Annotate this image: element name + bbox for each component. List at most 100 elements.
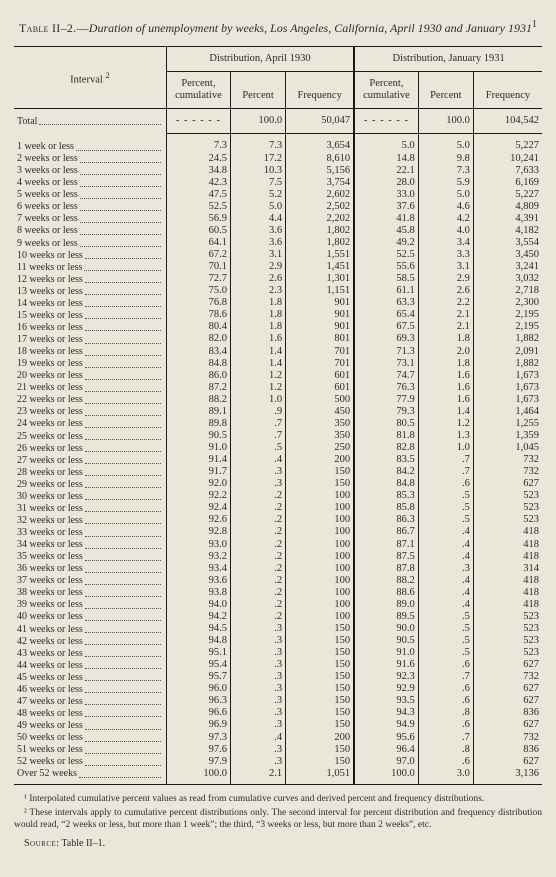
cell: 2.1: [418, 309, 473, 321]
cell: 5.2: [230, 189, 285, 201]
cell: 627: [473, 756, 542, 768]
cell: 65.4: [354, 309, 418, 321]
table-row: 25 weeks or less90.5.735081.81.31,359: [14, 430, 542, 442]
cell: 5.9: [418, 177, 473, 189]
cell: 601: [286, 370, 354, 382]
cell: 1,673: [473, 382, 542, 394]
cell: 1,802: [286, 237, 354, 249]
row-label: 11 weeks or less: [14, 261, 166, 273]
table-row: 46 weeks or less96.0.315092.9.6627: [14, 683, 542, 695]
cell: 41.8: [354, 213, 418, 225]
row-label: 29 weeks or less: [14, 478, 166, 490]
cell: 2,502: [286, 201, 354, 213]
cell: .3: [230, 671, 285, 683]
cell: 1.0: [230, 394, 285, 406]
table-row: 44 weeks or less95.4.315091.6.6627: [14, 659, 542, 671]
cell: 3,554: [473, 237, 542, 249]
cell: 100.0: [166, 768, 230, 785]
cell: 3.6: [230, 237, 285, 249]
footnotes: ¹ Interpolated cumulative percent values…: [14, 793, 542, 832]
table-row: 29 weeks or less92.0.315084.8.6627: [14, 478, 542, 490]
cell: 1.8: [230, 297, 285, 309]
row-label: 8 weeks or less: [14, 225, 166, 237]
row-label: 18 weeks or less: [14, 346, 166, 358]
cell: .2: [230, 490, 285, 502]
row-label: 12 weeks or less: [14, 273, 166, 285]
cell: 627: [473, 478, 542, 490]
cell: 100: [286, 563, 354, 575]
row-label: 24 weeks or less: [14, 418, 166, 430]
cell: 100: [286, 551, 354, 563]
col-a-freq: Frequency: [286, 72, 354, 109]
cell: 1,802: [286, 225, 354, 237]
cell: 1.0: [418, 442, 473, 454]
cell: 2.6: [418, 285, 473, 297]
cell: 86.7: [354, 526, 418, 538]
row-label: 30 weeks or less: [14, 490, 166, 502]
cell: 91.0: [354, 647, 418, 659]
cell: 47.5: [166, 189, 230, 201]
table-row: 22 weeks or less88.21.050077.91.61,673: [14, 394, 542, 406]
cell: 2,195: [473, 309, 542, 321]
cell: 1,051: [286, 768, 354, 785]
cell: 418: [473, 587, 542, 599]
col-a-pct: Percent: [230, 72, 285, 109]
cell: 91.7: [166, 466, 230, 478]
cell: 95.4: [166, 659, 230, 671]
cell: 200: [286, 732, 354, 744]
cell: 100: [286, 599, 354, 611]
cell: 92.9: [354, 683, 418, 695]
cell: .5: [230, 442, 285, 454]
cell: 1.6: [418, 370, 473, 382]
table-row: 17 weeks or less82.01.680169.31.81,882: [14, 333, 542, 345]
cell: 1.2: [230, 370, 285, 382]
cell: 10,241: [473, 153, 542, 165]
cell: 732: [473, 466, 542, 478]
cell: .2: [230, 514, 285, 526]
cell: .6: [418, 756, 473, 768]
cell: 1,359: [473, 430, 542, 442]
table-row: 26 weeks or less91.0.525082.81.01,045: [14, 442, 542, 454]
table-row: 6 weeks or less52.55.02,50237.64.64,809: [14, 201, 542, 213]
cell: 90.5: [354, 635, 418, 647]
table-row: 39 weeks or less94.0.210089.0.4418: [14, 599, 542, 611]
data-table: Interval 2 Distribution, April 1930 Dist…: [14, 46, 542, 785]
cell: 8,610: [286, 153, 354, 165]
cell: .2: [230, 502, 285, 514]
cell: 94.2: [166, 611, 230, 623]
cell: 836: [473, 744, 542, 756]
cell: 88.2: [166, 394, 230, 406]
cell: 95.1: [166, 647, 230, 659]
cell: 1,301: [286, 273, 354, 285]
row-label: 45 weeks or less: [14, 671, 166, 683]
cell: 85.8: [354, 502, 418, 514]
cell: 4,391: [473, 213, 542, 225]
table-row: 9 weeks or less64.13.61,80249.23.43,554: [14, 237, 542, 249]
cell: 801: [286, 333, 354, 345]
table-row: 15 weeks or less78.61.890165.42.12,195: [14, 309, 542, 321]
cell: 627: [473, 659, 542, 671]
cell: 2,602: [286, 189, 354, 201]
cell: 61.1: [354, 285, 418, 297]
table-row: 4 weeks or less42.37.53,75428.05.96,169: [14, 177, 542, 189]
table-row: 1 week or less7.37.33,6545.05.05,227: [14, 140, 542, 152]
cell: 100.0: [418, 115, 473, 127]
table-row: 3 weeks or less34.810.35,15622.17.37,633: [14, 165, 542, 177]
cell: .5: [418, 502, 473, 514]
cell: 3.4: [418, 237, 473, 249]
cell: .5: [418, 611, 473, 623]
cell: 418: [473, 599, 542, 611]
cell: 1.8: [418, 333, 473, 345]
cell: 150: [286, 695, 354, 707]
cell: 150: [286, 478, 354, 490]
table-row: 37 weeks or less93.6.210088.2.4418: [14, 575, 542, 587]
cell: 418: [473, 526, 542, 538]
cell: 1.4: [230, 358, 285, 370]
cell: 83.4: [166, 346, 230, 358]
cell: 52.5: [354, 249, 418, 261]
table-body: Total- - - - - -100.050,047- - - - - -10…: [14, 109, 542, 784]
table-row: 48 weeks or less96.6.315094.3.8836: [14, 707, 542, 719]
cell: 2.9: [230, 261, 285, 273]
col-interval: Interval 2: [14, 47, 166, 109]
cell: .3: [230, 635, 285, 647]
